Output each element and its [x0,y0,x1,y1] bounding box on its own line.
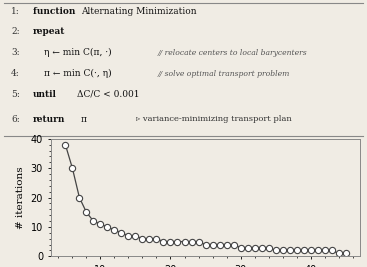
Text: 3:: 3: [11,48,20,57]
Text: until: until [33,90,57,99]
Text: ΔC/C < 0.001: ΔC/C < 0.001 [77,90,139,99]
Y-axis label: # iterations: # iterations [16,166,25,229]
Text: 4:: 4: [11,69,20,78]
Text: // relocate centers to local barycenters: // relocate centers to local barycenters [158,49,308,57]
Text: function: function [33,7,79,15]
Text: 1:: 1: [11,7,20,15]
Text: return: return [33,115,65,124]
Text: 2:: 2: [11,28,20,36]
Text: repeat: repeat [33,28,65,36]
Text: π ← min C(·, η): π ← min C(·, η) [44,69,112,78]
Text: Alternating Minimization: Alternating Minimization [81,7,196,15]
Text: 6:: 6: [11,115,20,124]
Text: η ← min C(π, ·): η ← min C(π, ·) [44,48,112,57]
Text: 5:: 5: [11,90,20,99]
Text: π: π [81,115,87,124]
Text: // solve optimal transport problem: // solve optimal transport problem [158,70,290,78]
Text: ▹ variance-minimizing transport plan: ▹ variance-minimizing transport plan [136,115,291,123]
